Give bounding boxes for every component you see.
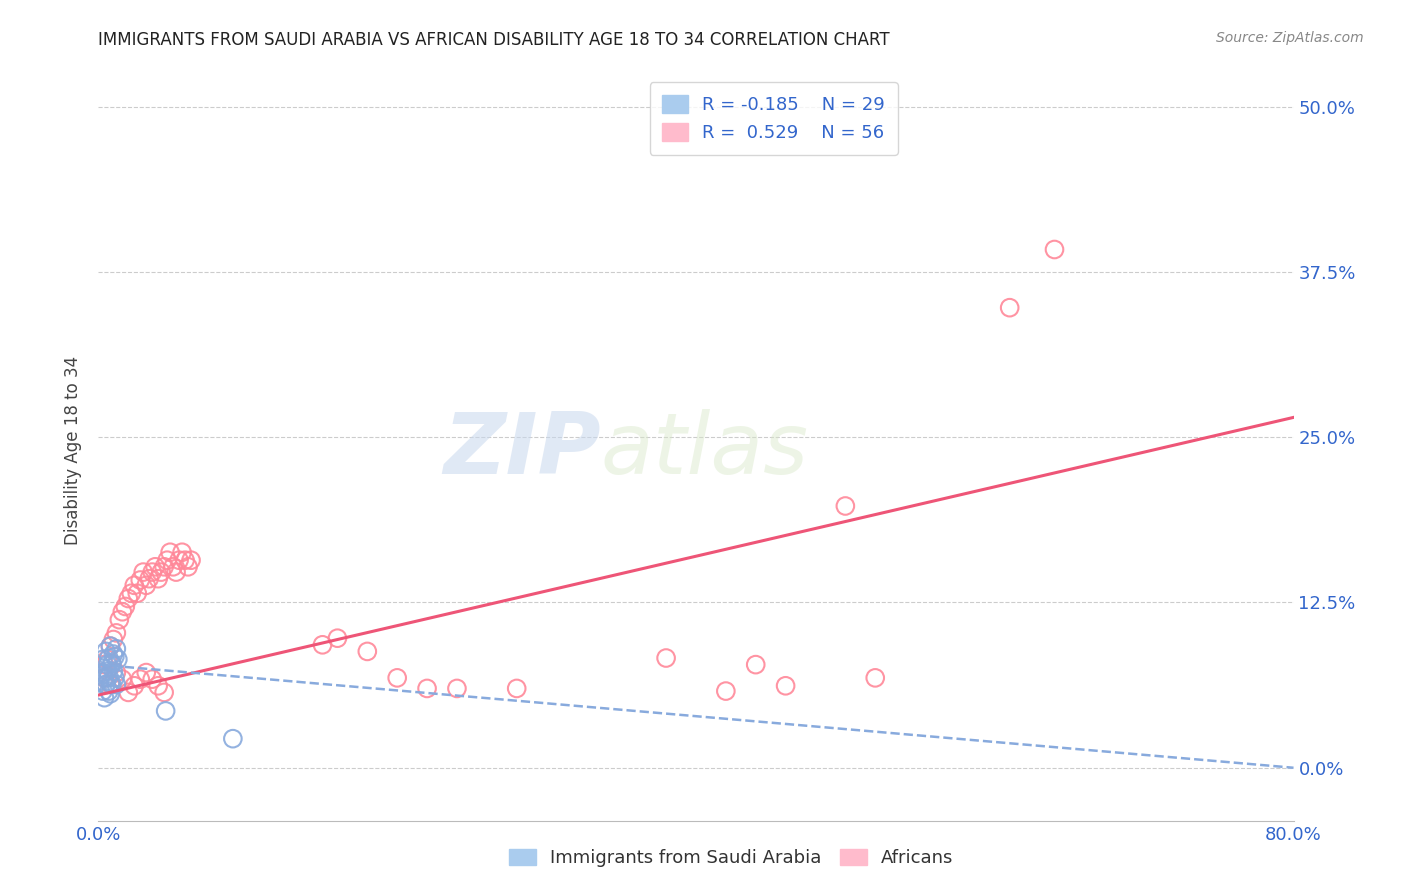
Text: Source: ZipAtlas.com: Source: ZipAtlas.com [1216, 31, 1364, 45]
Point [107, 652, 129, 666]
Point [94, 644, 117, 658]
Point [138, 572, 160, 586]
Point [153, 685, 176, 699]
Point [153, 559, 176, 574]
Point [834, 499, 856, 513]
Point [655, 651, 678, 665]
Point [120, 586, 142, 600]
Point [148, 572, 170, 586]
Point [141, 565, 163, 579]
Point [96, 657, 118, 672]
Point [91, 665, 114, 680]
Point [97, 651, 120, 665]
Point [101, 657, 124, 672]
Point [97, 684, 120, 698]
Point [96, 671, 118, 685]
Point [101, 677, 124, 691]
Point [98, 676, 122, 690]
Point [98, 677, 122, 691]
Point [111, 672, 134, 686]
Point [124, 578, 146, 592]
Point [108, 613, 131, 627]
Point [94, 677, 117, 691]
Point [174, 553, 197, 567]
Point [98, 687, 122, 701]
Point [135, 665, 157, 680]
Point [96, 652, 118, 666]
Point [150, 565, 173, 579]
Point [105, 677, 128, 691]
Point [177, 559, 200, 574]
Point [998, 301, 1021, 315]
Point [162, 559, 184, 574]
Point [132, 565, 155, 579]
Point [105, 665, 128, 680]
Point [129, 573, 152, 587]
Point [93, 671, 115, 685]
Point [159, 545, 181, 559]
Point [129, 672, 152, 686]
Point [93, 690, 115, 705]
Point [91, 684, 114, 698]
Point [222, 731, 245, 746]
Point [114, 599, 136, 614]
Text: atlas: atlas [600, 409, 808, 492]
Point [127, 586, 149, 600]
Point [104, 649, 127, 664]
Point [97, 669, 120, 683]
Point [117, 685, 139, 699]
Point [155, 704, 177, 718]
Point [148, 679, 170, 693]
Point [124, 679, 146, 693]
Point [93, 671, 115, 685]
Point [104, 671, 127, 685]
Point [745, 657, 768, 672]
Point [775, 679, 797, 693]
Point [101, 657, 124, 671]
Point [167, 553, 190, 567]
Point [103, 665, 125, 679]
Point [165, 565, 187, 579]
Point [94, 677, 117, 691]
Point [103, 632, 125, 647]
Y-axis label: Disability Age 18 to 34: Disability Age 18 to 34 [65, 356, 83, 545]
Point [172, 545, 194, 559]
Point [1043, 243, 1066, 257]
Point [141, 672, 163, 686]
Point [311, 638, 333, 652]
Point [416, 681, 439, 696]
Text: IMMIGRANTS FROM SAUDI ARABIA VS AFRICAN DISABILITY AGE 18 TO 34 CORRELATION CHAR: IMMIGRANTS FROM SAUDI ARABIA VS AFRICAN … [98, 31, 890, 49]
Point [105, 641, 128, 656]
Legend: Immigrants from Saudi Arabia, Africans: Immigrants from Saudi Arabia, Africans [502, 841, 960, 874]
Point [180, 553, 202, 567]
Point [506, 681, 529, 696]
Point [111, 605, 134, 619]
Point [96, 665, 118, 679]
Point [714, 684, 737, 698]
Point [446, 681, 468, 696]
Point [91, 652, 114, 666]
Point [326, 631, 349, 645]
Point [385, 671, 409, 685]
Point [143, 559, 166, 574]
Point [865, 671, 887, 685]
Point [156, 553, 179, 567]
Point [135, 578, 157, 592]
Point [93, 657, 115, 672]
Text: ZIP: ZIP [443, 409, 600, 492]
Point [105, 626, 128, 640]
Point [98, 639, 122, 653]
Point [98, 639, 122, 653]
Legend: R = -0.185    N = 29, R =  0.529    N = 56: R = -0.185 N = 29, R = 0.529 N = 56 [650, 82, 897, 155]
Point [356, 644, 378, 658]
Point [103, 647, 125, 661]
Point [117, 591, 139, 606]
